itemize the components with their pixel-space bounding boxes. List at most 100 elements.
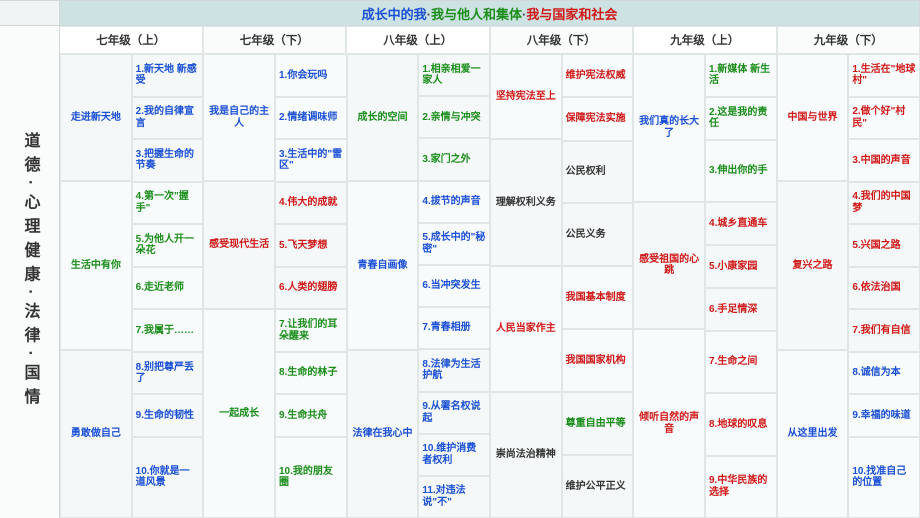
item: 8.诚信为本	[848, 352, 920, 395]
col-3-groups: 成长的空间 青春自画像 法律在我心中	[347, 54, 419, 518]
col-4-groups: 坚持宪法至上 理解权利义务 人民当家作主 崇尚法治精神	[490, 54, 562, 518]
item: 4.伟大的成就	[275, 182, 347, 225]
item: 6.人类的翅膀	[275, 267, 347, 310]
title-part-2: 我与他人和集体	[431, 7, 522, 22]
group-label: 青春自画像	[347, 181, 419, 349]
col-1: 走进新天地 生活中有你 勇敢做自己 1.新天地 新感受 2.我的自律宣言 3.把…	[60, 54, 203, 518]
item: 7.让我们的耳朵醒来	[275, 309, 347, 352]
group-label: 法律在我心中	[347, 350, 419, 518]
title-bar: 成长中的我·我与他人和集体·我与国家和社会	[0, 0, 920, 26]
title-part-1: 成长中的我	[362, 7, 427, 22]
title-part-3: 我与国家和社会	[526, 7, 617, 22]
item: 10.我的朋友圈	[275, 437, 347, 518]
group-label: 倾听自然的声音	[633, 329, 705, 518]
item: 3.把握生命的节奏	[132, 139, 204, 182]
group-label: 崇尚法治精神	[490, 392, 562, 518]
item: 4.城乡直通车	[705, 202, 777, 245]
content-row: 走进新天地 生活中有你 勇敢做自己 1.新天地 新感受 2.我的自律宣言 3.把…	[60, 54, 920, 518]
item: 8.法律为生活护航	[418, 349, 490, 391]
col-header: 九年级（下）	[777, 26, 920, 54]
item: 9.生命共舟	[275, 394, 347, 437]
col-6-groups: 中国与世界 复兴之路 从这里出发	[777, 54, 849, 518]
item: 1.相亲相爱一家人	[418, 54, 490, 96]
group-label: 感受祖国的心跳	[633, 202, 705, 329]
group-label: 从这里出发	[777, 350, 849, 518]
side-label: 道德·心理健康·法律·国情	[18, 132, 42, 412]
col-header: 七年级（下）	[203, 26, 347, 54]
col-5-groups: 我们真的长大了 感受祖国的心跳 倾听自然的声音	[633, 54, 705, 518]
item: 5.小康家园	[705, 245, 777, 288]
item: 11.对违法说"不"	[418, 476, 490, 518]
item: 3.生活中的"雷区"	[275, 139, 347, 182]
col-5-items: 1.新媒体 新生活 2.这是我的责任 3.伸出你的手 4.城乡直通车 5.小康家…	[705, 54, 777, 518]
item: 我国国家机构	[562, 329, 634, 392]
item: 9.中华民族的选择	[705, 456, 777, 518]
group-label: 理解权利义务	[490, 139, 562, 265]
col-4: 坚持宪法至上 理解权利义务 人民当家作主 崇尚法治精神 维护宪法权威 保障宪法实…	[490, 54, 633, 518]
item: 8.地球的叹息	[705, 393, 777, 455]
item: 2.情绪调味师	[275, 97, 347, 140]
item: 4.我们的中国梦	[848, 182, 920, 225]
group-label: 我是自己的主人	[203, 54, 275, 181]
item: 维护公平正义	[562, 455, 634, 518]
group-label: 走进新天地	[60, 54, 132, 181]
item: 6.走近老师	[132, 267, 204, 310]
title-content: 成长中的我·我与他人和集体·我与国家和社会	[60, 4, 919, 23]
col-5: 我们真的长大了 感受祖国的心跳 倾听自然的声音 1.新媒体 新生活 2.这是我的…	[633, 54, 776, 518]
col-header: 九年级（上）	[633, 26, 777, 54]
col-header: 八年级（上）	[346, 26, 490, 54]
col-2: 我是自己的主人 感受现代生活 一起成长 1.你会玩吗 2.情绪调味师 3.生活中…	[203, 54, 346, 518]
item: 1.生活在"地球村"	[848, 54, 920, 97]
col-6: 中国与世界 复兴之路 从这里出发 1.生活在"地球村" 2.做个好"村民" 3.…	[777, 54, 920, 518]
item: 1.新天地 新感受	[132, 54, 204, 97]
header-row: 七年级（上） 七年级（下） 八年级（上） 八年级（下） 九年级（上） 九年级（下…	[60, 26, 920, 54]
item: 1.新媒体 新生活	[705, 54, 777, 97]
item: 7.生命之间	[705, 331, 777, 393]
item: 2.做个好"村民"	[848, 97, 920, 140]
col-2-groups: 我是自己的主人 感受现代生活 一起成长	[203, 54, 275, 518]
item: 7.青春相册	[418, 307, 490, 349]
item: 10.维护消费者权利	[418, 434, 490, 476]
col-2-items: 1.你会玩吗 2.情绪调味师 3.生活中的"雷区" 4.伟大的成就 5.飞天梦想…	[275, 54, 347, 518]
item: 10.你就是一道风景	[132, 437, 204, 518]
group-label: 生活中有你	[60, 181, 132, 349]
item: 9.幸福的味道	[848, 394, 920, 437]
item: 7.我们有自信	[848, 309, 920, 352]
group-label: 勇敢做自己	[60, 350, 132, 518]
group-label: 一起成长	[203, 309, 275, 518]
title-stub	[0, 1, 60, 25]
item: 4.拔节的声音	[418, 181, 490, 223]
item: 6.当冲突发生	[418, 265, 490, 307]
body: 道德·心理健康·法律·国情 七年级（上） 七年级（下） 八年级（上） 八年级（下…	[0, 26, 920, 518]
item: 8.生命的林子	[275, 352, 347, 395]
curriculum-table: 成长中的我·我与他人和集体·我与国家和社会 道德·心理健康·法律·国情 七年级（…	[0, 0, 920, 518]
item: 5.为他人开一朵花	[132, 224, 204, 267]
col-6-items: 1.生活在"地球村" 2.做个好"村民" 3.中国的声音 4.我们的中国梦 5.…	[848, 54, 920, 518]
item: 5.成长中的"秘密"	[418, 223, 490, 265]
item: 5.飞天梦想	[275, 224, 347, 267]
group-label: 我们真的长大了	[633, 54, 705, 202]
col-3-items: 1.相亲相爱一家人 2.亲情与冲突 3.家门之外 4.拔节的声音 5.成长中的"…	[418, 54, 490, 518]
item: 9.从署名权说起	[418, 392, 490, 434]
item: 2.亲情与冲突	[418, 96, 490, 138]
group-label: 复兴之路	[777, 181, 849, 349]
group-label: 坚持宪法至上	[490, 54, 562, 139]
item: 6.依法治国	[848, 267, 920, 310]
col-4-items: 维护宪法权威 保障宪法实施 公民权利 公民义务 我国基本制度 我国国家机构 尊重…	[562, 54, 634, 518]
group-label: 人民当家作主	[490, 266, 562, 392]
item: 尊重自由平等	[562, 392, 634, 455]
col-header: 七年级（上）	[60, 26, 203, 54]
item: 10.找准自己的位置	[848, 437, 920, 518]
item: 公民权利	[562, 141, 634, 204]
item: 2.我的自律宣言	[132, 97, 204, 140]
col-1-groups: 走进新天地 生活中有你 勇敢做自己	[60, 54, 132, 518]
item: 保障宪法实施	[562, 97, 634, 140]
item: 公民义务	[562, 203, 634, 266]
item: 4.第一次"握手"	[132, 182, 204, 225]
grid: 七年级（上） 七年级（下） 八年级（上） 八年级（下） 九年级（上） 九年级（下…	[60, 26, 920, 518]
item: 6.手足情深	[705, 288, 777, 331]
side-label-cell: 道德·心理健康·法律·国情	[0, 26, 60, 518]
item: 3.伸出你的手	[705, 140, 777, 202]
col-header: 八年级（下）	[490, 26, 634, 54]
group-label: 感受现代生活	[203, 181, 275, 308]
